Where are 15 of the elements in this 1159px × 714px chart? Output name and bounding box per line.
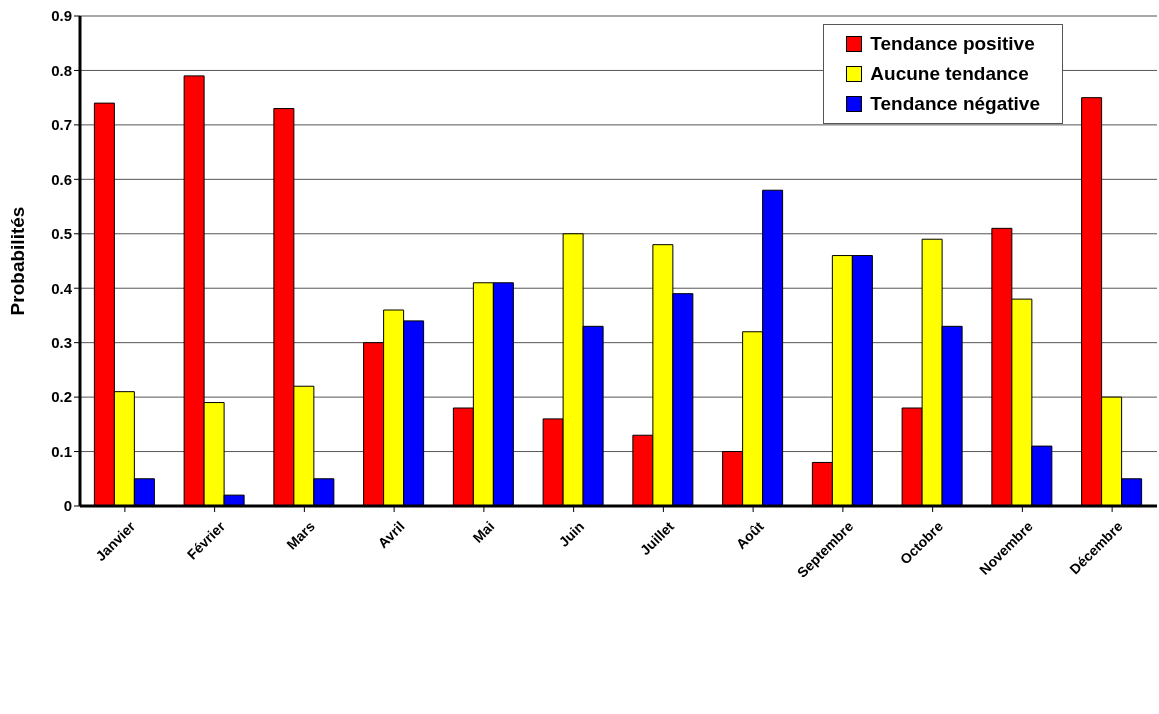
y-tick-label: 0.5 xyxy=(51,225,72,243)
y-tick-label: 0.7 xyxy=(51,116,72,134)
legend-label: Tendance négative xyxy=(870,93,1040,115)
y-axis-title: Probabilités xyxy=(6,206,28,316)
legend-label: Aucune tendance xyxy=(870,63,1029,85)
y-tick-label: 0.3 xyxy=(51,333,72,351)
y-tick-label: 0.9 xyxy=(51,7,72,25)
y-tick-label: 0.4 xyxy=(51,279,73,297)
x-tick-label: Mai xyxy=(469,518,498,546)
y-tick-label: 0.1 xyxy=(51,442,72,460)
legend-label: Tendance positive xyxy=(870,33,1035,55)
y-tick-label: 0.8 xyxy=(51,61,72,79)
y-tick-label: 0 xyxy=(63,497,72,515)
y-tick-label: 0.6 xyxy=(51,170,72,188)
y-tick-label: 0.2 xyxy=(51,388,72,406)
